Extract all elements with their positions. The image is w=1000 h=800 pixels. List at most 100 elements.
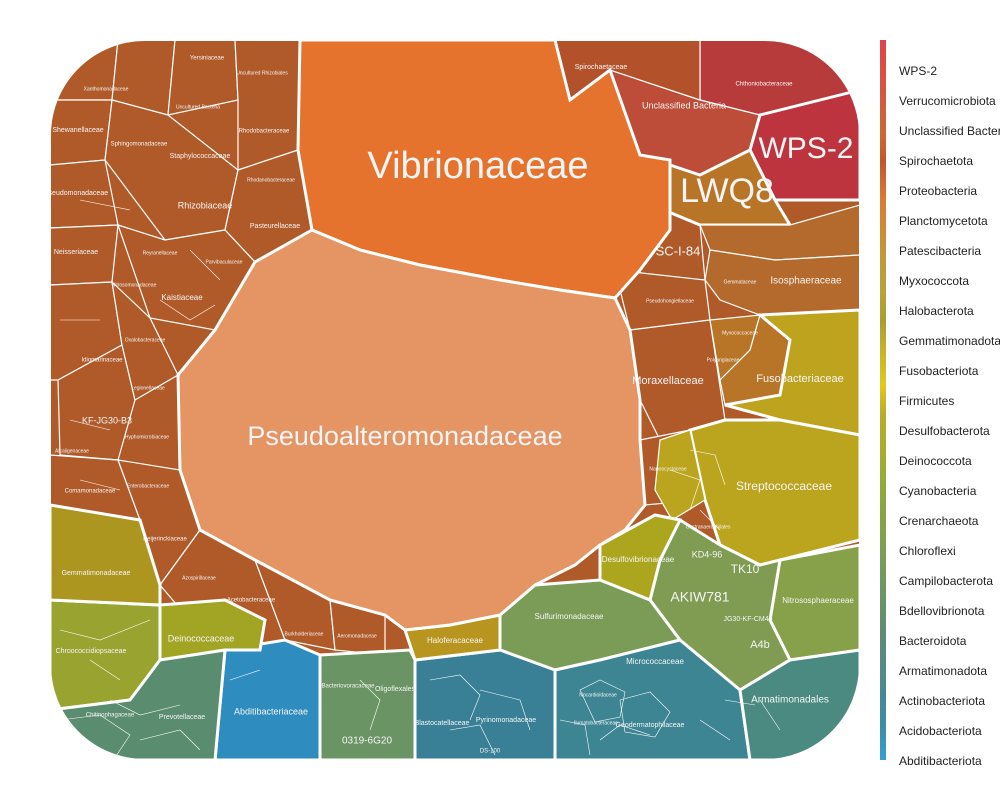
label-oligoflexales: Oligoflexales [375,686,416,693]
legend-item: Firmicutes [899,394,955,408]
label-vibrionaceae: Vibrionaceae [367,145,588,187]
label-nitrosomonadaceae: Nitrosomonadaceae [112,282,157,288]
label-uncultured-rhizobiales: Uncultured Rhizobiales [236,70,288,76]
legend-item: Campilobacterota [899,574,994,588]
label-yersiniaceae: Yersiniaceae [190,56,225,62]
label-oxalobacteraceae: Oxalobacteraceae [125,337,166,343]
label-streptococcaceae: Streptococcaceae [736,479,832,493]
cell-kf-jg30-b3 [57,344,136,461]
label-aeromonadaceae: Aeromonadaceae [337,633,377,639]
legend-item: Armatimonadota [899,664,988,678]
legend-item: Actinobacteriota [899,694,986,708]
label-haloferacaceae: Haloferacaceae [427,636,484,645]
legend-item: Bdellovibrionota [899,604,985,618]
label-micrococcaceae: Micrococcaceae [626,657,684,666]
cell-gemmatimonadaceae [50,503,162,607]
label-alcaligenaceae: Alcaligenaceae [55,448,89,454]
label-chroococcidiopsaceae: Chroococcidiopsaceae [56,648,127,655]
legend-item: Halobacterota [899,304,974,318]
label-rhizobiaceae: Rhizobiaceae [178,200,233,210]
label-wps-2: WPS-2 [758,132,853,165]
treemap-area [50,40,860,760]
label-xanthomonadaceae: Xanthomonadaceae [84,86,129,92]
label-staphylococcaceae: Staphylococcaceae [170,153,231,160]
label-sphingomonadaceae: Sphingomonadaceae [111,142,168,148]
legend-item: Fusobacteriota [899,364,979,378]
microcell-lines [59,199,781,760]
legend-item: Spirochaetota [899,154,974,168]
legend-item: Gemmatimonadota [899,334,1000,348]
label-neisseriaceae: Neisseriaceae [54,249,98,256]
legend: WPS-2 Verrucomicrobiota Unclassified Bac… [880,40,1000,768]
legend-item: Unclassified Bacteria [899,124,1000,138]
label-kf-jg30-b3: KF-JG30-B3 [82,415,132,425]
label-pasteurellaceae: Pasteurellaceae [250,223,300,230]
label-sc-i-84: SC-I-84 [656,243,701,258]
label-a4b: A4b [750,639,770,651]
label-sulfurimonadaceae: Sulfurimonadaceae [535,612,604,621]
cell-armatimonadales [738,648,860,760]
legend-item: Chloroflexi [899,544,956,558]
treemap-frame [49,39,861,761]
cell-pseudoalteromonadaceae [176,228,647,632]
label-azospirillaceae: Azospirillaceae [182,575,216,581]
cell-legionellaceae [111,280,179,401]
label-nannocystaceae: Nannocystaceae [649,466,686,472]
legend-item: Planctomycetota [899,214,988,228]
legend-item: Cyanobacteria [899,484,977,498]
cell-isosphaeraceae [704,249,860,316]
legend-item: Bacteroidota [899,634,967,648]
legend-item: Abditibacteriota [899,754,982,768]
label-blastocatellaceae: Blastocatellaceae [415,720,470,727]
legend-item: Proteobacteria [899,184,978,198]
label-spirochaetaceae: Spirochaetaceae [575,64,628,71]
label-chitinophagaceae: Chitinophagaceae [86,713,135,719]
label-nitrososphaeraceae: Nitrososphaeraceae [782,596,854,605]
legend-item: Desulfobacterota [899,424,990,438]
cell-fusobacteriaceae [724,308,860,437]
label-abditibacteriaceae: Abditibacteriaceae [234,706,308,716]
label-nocardioidaceae: Nocardioidaceae [579,692,617,698]
legend-item: Crenarchaeota [899,514,979,528]
label-kaistiaceae: Kaistiaceae [161,293,203,302]
label-pyrinomonadaceae: Pyrinomonadaceae [476,717,536,724]
label-gemmatimonadaceae: Gemmatimonadaceae [62,570,131,577]
label-isosphaeraceae: Isosphaeraceae [770,276,842,287]
label-myxococcaceae: Myxococcaceae [722,330,758,336]
label-kd4-96: KD4-96 [692,549,723,559]
label-chthoniobacteraceae: Chthoniobacteraceae [735,82,793,88]
label-fusobacteriaceae: Fusobacteriaceae [756,373,843,385]
label-lwq8: LWQ8 [680,172,774,210]
label-pseudoalteromonadaceae: Pseudoalteromonadaceae [247,421,562,451]
label-moraxellaceae: Moraxellaceae [632,375,704,387]
label-geodermatophilaceae: Geodermatophilaceae [616,722,685,729]
label-pseudohongiellaceae: Pseudohongiellaceae [646,298,694,304]
label-parvibaculaceae: Parvibaculaceae [206,259,243,265]
cell-pyrinomonadaceae [413,648,557,760]
legend-item: WPS-2 [899,64,938,78]
legend-item: Verrucomicrobiota [899,94,996,108]
cell-prevotellaceae [50,648,227,760]
cell-abditibacteriaceae [213,638,322,760]
label-shewanellaceae: Shewanellaceae [52,127,103,134]
label-pseudomonadaceae: Pseudomonadaceae [44,190,108,197]
cell-rhodobacteraceae [234,40,301,171]
label-uncultured-bacteria: Uncultured Bacteria [176,104,220,110]
label-reyranellaceae: Reyranellaceae [143,250,178,256]
label-ilumatobacteraceae: Ilumatobacteraceae [574,720,618,726]
label-comamonadaceae: Comamonadaceae [65,489,116,495]
voronoi-treemap: Pseudoalteromonadaceae Vibrionaceae LWQ8… [44,39,861,761]
label-desulfovibrionaceae: Desulfovibrionaceae [602,555,675,564]
label-gemmataceae: Gemmataceae [724,279,757,285]
label-unclassified-bacteria: Unclassified Bacteria [642,100,726,110]
cell-staphylococcaceae [654,429,706,521]
legend-item: Acidobacteriota [899,724,982,738]
label-armatimonadales: Armatimonadales [751,695,829,706]
label-bacteriovoracaceae: Bacteriovoracaceae [321,684,375,690]
label-prevotellaceae: Prevotellaceae [159,714,205,721]
cell-labels: Pseudoalteromonadaceae Vibrionaceae LWQ8… [44,56,854,755]
label-akiw781: AKIW781 [670,589,729,605]
label-burkholderiaceae: Burkholderiaceae [285,631,324,637]
label-idiomarinaceae: Idiomarinaceae [81,358,123,364]
legend-color-bar [880,40,886,760]
